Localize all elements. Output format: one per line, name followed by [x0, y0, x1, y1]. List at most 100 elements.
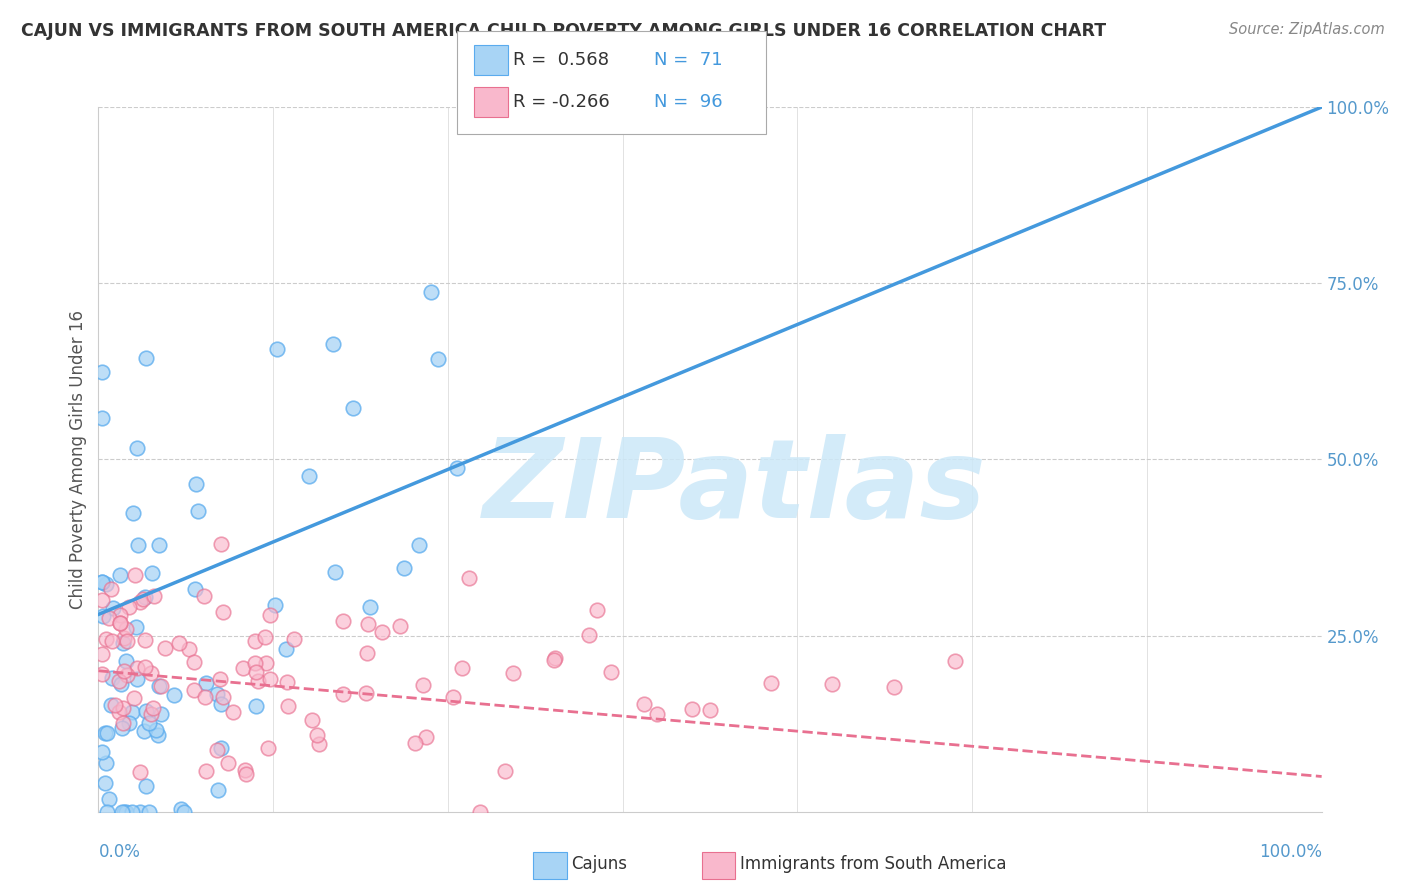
- Point: [283, 632, 305, 646]
- Point: [143, 589, 166, 603]
- Point: [177, 641, 200, 656]
- Text: Cajuns: Cajuns: [571, 855, 627, 873]
- Point: [91, 593, 114, 607]
- Point: [91, 410, 114, 425]
- Point: [184, 582, 207, 596]
- Point: [98, 611, 121, 625]
- Point: [108, 616, 131, 631]
- Point: [264, 598, 287, 612]
- Point: [544, 651, 567, 665]
- Point: [194, 676, 217, 690]
- Point: [183, 655, 205, 669]
- Point: [245, 699, 267, 714]
- Point: [266, 343, 288, 357]
- Point: [94, 756, 117, 770]
- Point: [276, 674, 298, 689]
- Point: [134, 660, 156, 674]
- Point: [217, 756, 239, 771]
- Point: [342, 401, 364, 416]
- Point: [322, 336, 344, 351]
- Point: [91, 666, 114, 681]
- Point: [212, 690, 235, 704]
- Point: [943, 654, 966, 668]
- Point: [150, 706, 173, 721]
- Point: [170, 802, 193, 816]
- Point: [111, 715, 134, 730]
- Point: [420, 285, 443, 299]
- Text: N =  96: N = 96: [654, 93, 723, 111]
- Point: [117, 633, 139, 648]
- Point: [194, 690, 217, 705]
- Point: [112, 636, 135, 650]
- Point: [149, 679, 172, 693]
- Point: [259, 672, 281, 686]
- Point: [127, 539, 149, 553]
- Point: [359, 599, 381, 614]
- Point: [91, 575, 114, 590]
- Point: [193, 589, 215, 603]
- Point: [98, 792, 121, 806]
- Point: [332, 687, 354, 701]
- Point: [243, 657, 266, 671]
- Point: [458, 571, 481, 585]
- Point: [699, 703, 721, 717]
- Point: [232, 661, 254, 675]
- Point: [207, 783, 229, 797]
- Point: [115, 667, 138, 681]
- Point: [253, 630, 276, 644]
- Point: [243, 633, 266, 648]
- Point: [110, 805, 132, 819]
- Point: [121, 705, 143, 719]
- Point: [112, 805, 135, 819]
- Point: [134, 633, 156, 648]
- Point: [354, 686, 377, 700]
- Point: [112, 631, 135, 645]
- Point: [135, 351, 157, 365]
- Point: [127, 441, 149, 455]
- Point: [235, 767, 257, 781]
- Point: [101, 671, 124, 685]
- Point: [183, 683, 205, 698]
- Point: [502, 665, 524, 680]
- Point: [94, 577, 117, 591]
- Point: [254, 656, 277, 670]
- Point: [129, 765, 152, 780]
- Text: 0.0%: 0.0%: [98, 843, 141, 861]
- Text: Immigrants from South America: Immigrants from South America: [740, 855, 1007, 873]
- Point: [100, 582, 122, 596]
- Point: [647, 706, 669, 721]
- Point: [392, 561, 415, 575]
- Point: [108, 673, 131, 688]
- Point: [209, 740, 232, 755]
- Point: [371, 624, 394, 639]
- Point: [132, 723, 155, 738]
- Point: [91, 574, 114, 589]
- Point: [761, 675, 783, 690]
- Point: [276, 641, 298, 656]
- Point: [209, 537, 232, 551]
- Point: [633, 697, 655, 711]
- Point: [356, 617, 378, 632]
- Point: [298, 468, 321, 483]
- Point: [155, 640, 177, 655]
- Point: [883, 680, 905, 694]
- Point: [494, 764, 516, 779]
- Point: [114, 805, 136, 819]
- Point: [134, 591, 156, 605]
- Point: [412, 678, 434, 692]
- Point: [305, 728, 328, 742]
- Point: [118, 599, 141, 614]
- Point: [91, 745, 114, 759]
- Point: [129, 595, 152, 609]
- Point: [138, 716, 160, 731]
- Point: [94, 776, 117, 790]
- Point: [127, 661, 149, 675]
- Point: [138, 805, 160, 819]
- Point: [451, 661, 474, 675]
- Point: [108, 607, 131, 622]
- Point: [128, 805, 150, 819]
- Point: [245, 665, 267, 680]
- Y-axis label: Child Poverty Among Girls Under 16: Child Poverty Among Girls Under 16: [69, 310, 87, 609]
- Point: [94, 632, 117, 647]
- Point: [332, 614, 354, 628]
